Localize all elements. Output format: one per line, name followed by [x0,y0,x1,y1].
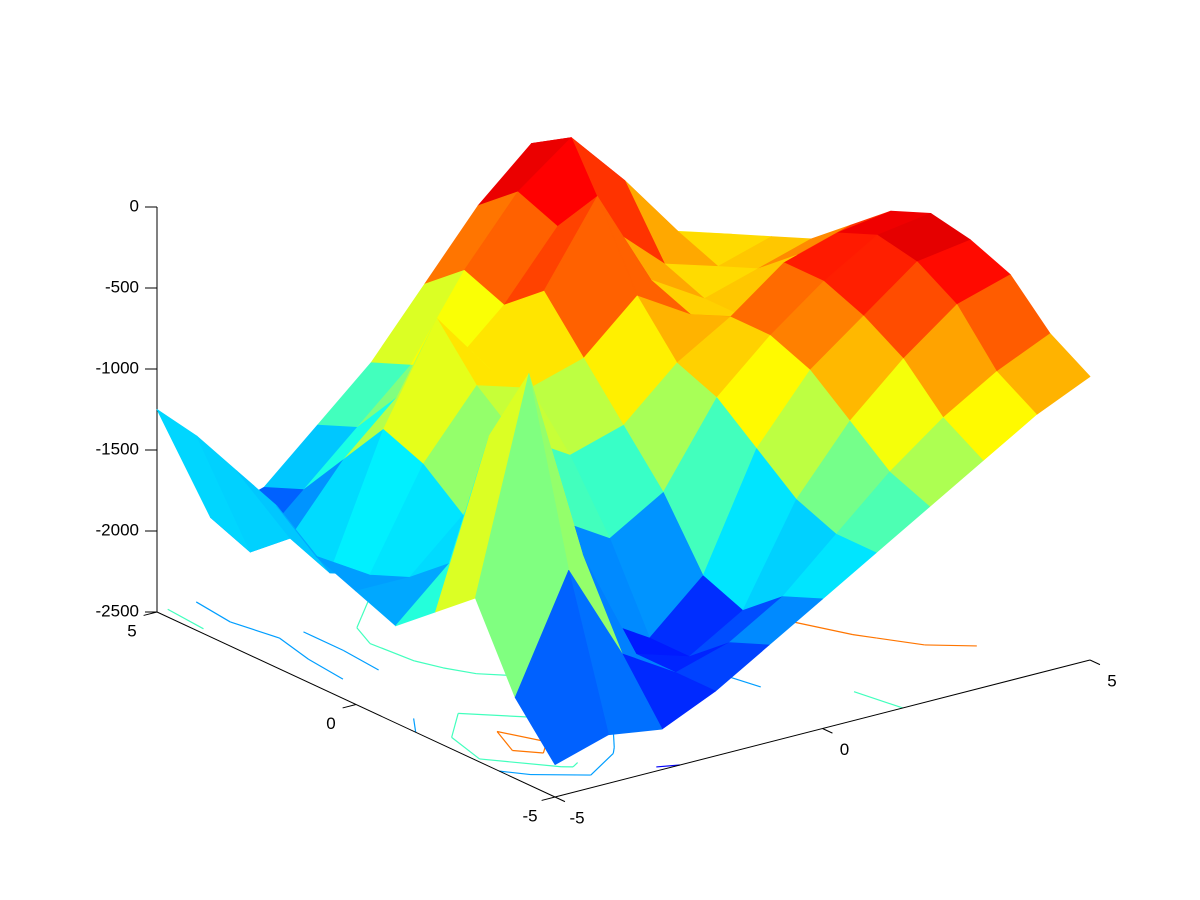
contour-segment [414,660,444,669]
contour-segment [451,736,480,760]
contour-segment [572,762,579,768]
z-tick-label: -2500 [96,601,139,620]
y-tick [342,704,357,709]
contour-segment [230,621,280,639]
z-tick-label: -1500 [96,439,139,458]
contour-segment [167,608,204,630]
z-tick-label: -2000 [96,520,139,539]
z-tick-label: -500 [105,277,139,296]
surface-patch [514,570,609,765]
contour-segment [413,718,417,733]
contour-segment [479,758,562,768]
contour-segment [451,713,459,738]
contour-segment [852,634,877,639]
y-tick-label: 5 [127,621,136,640]
x-tick [822,728,833,734]
contour-segment [853,691,903,709]
contour-segment [590,752,614,776]
contour-segment [308,658,344,680]
contour-segment [924,644,977,647]
x-tick-label: 5 [1107,671,1116,690]
contour-segment [512,749,544,754]
z-tick-label: 0 [130,196,139,215]
z-tick-label: -1000 [96,358,139,377]
contour-segment [791,621,854,636]
contour-segment [369,642,415,662]
x-tick [554,796,566,803]
contour-segment [303,631,344,651]
contour-segment [496,731,513,751]
contour-segment [342,649,379,671]
y-tick [143,611,158,616]
x-tick-label: -5 [569,808,584,827]
contour-segment [195,601,231,623]
y-tick [541,796,556,801]
contour-segment [496,730,547,743]
surface [156,137,1091,765]
contour-segment [458,712,531,718]
contour-segment [442,667,477,675]
axes: -2500 -2000 -1500 -1000 -500 0 -5 0 5 -5 0 5 [96,196,1117,827]
contour-segment [876,637,925,646]
x-tick [1089,659,1101,666]
y-tick-label: -5 [522,806,537,825]
contour-segment [656,764,680,768]
contour-segment [356,627,371,644]
contour-segment [356,616,362,629]
contour-segment [612,747,615,754]
x-tick-label: 0 [840,740,849,759]
y-tick-label: 0 [326,714,335,733]
contour-segment [279,637,309,660]
contour-segment [499,770,531,776]
